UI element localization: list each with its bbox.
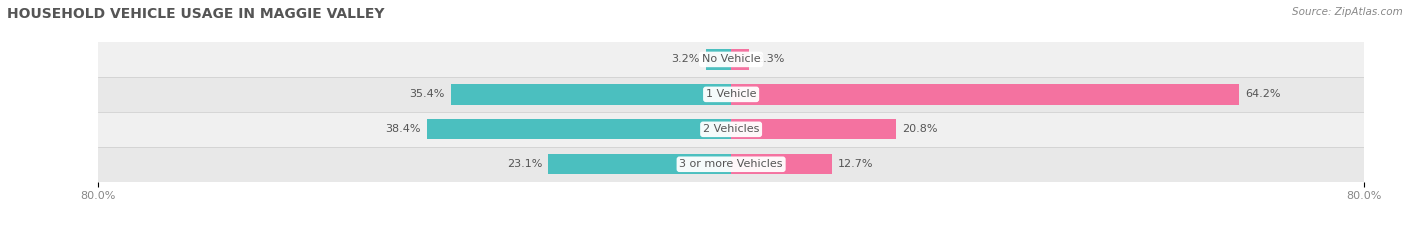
Text: 64.2%: 64.2%: [1246, 89, 1281, 99]
Text: No Vehicle: No Vehicle: [702, 55, 761, 64]
Bar: [731, 49, 749, 69]
Bar: [451, 84, 731, 105]
Bar: [98, 42, 1364, 77]
Bar: [731, 119, 896, 139]
Text: Source: ZipAtlas.com: Source: ZipAtlas.com: [1292, 7, 1403, 17]
Text: 35.4%: 35.4%: [409, 89, 444, 99]
Text: 1 Vehicle: 1 Vehicle: [706, 89, 756, 99]
Text: 20.8%: 20.8%: [903, 124, 938, 134]
Text: 23.1%: 23.1%: [506, 159, 543, 169]
Bar: [98, 77, 1364, 112]
Bar: [706, 49, 731, 69]
Bar: [427, 119, 731, 139]
Bar: [98, 112, 1364, 147]
Text: 3 or more Vehicles: 3 or more Vehicles: [679, 159, 783, 169]
Text: HOUSEHOLD VEHICLE USAGE IN MAGGIE VALLEY: HOUSEHOLD VEHICLE USAGE IN MAGGIE VALLEY: [7, 7, 384, 21]
Bar: [731, 84, 1239, 105]
Bar: [98, 147, 1364, 182]
Text: 12.7%: 12.7%: [838, 159, 873, 169]
Text: 3.2%: 3.2%: [671, 55, 699, 64]
Text: 38.4%: 38.4%: [385, 124, 420, 134]
Text: 2.3%: 2.3%: [755, 55, 785, 64]
Bar: [731, 154, 831, 174]
Text: 2 Vehicles: 2 Vehicles: [703, 124, 759, 134]
Bar: [548, 154, 731, 174]
